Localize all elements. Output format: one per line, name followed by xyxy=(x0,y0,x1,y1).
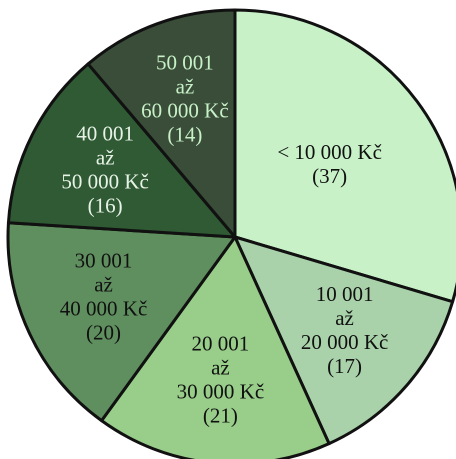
pie-slice xyxy=(233,235,455,446)
slice-label: až xyxy=(94,273,113,297)
slice-label: 60 000 Kč xyxy=(141,98,229,122)
slice-label: 30 001 xyxy=(75,249,133,273)
value-label: (21) xyxy=(203,403,238,427)
slice-label: až xyxy=(176,74,195,98)
slice-label: 50 001 xyxy=(156,50,214,74)
slice-label: až xyxy=(211,355,230,379)
slice-label: 10 001 xyxy=(316,282,374,306)
value-label: (37) xyxy=(312,164,347,188)
slice-label: 20 000 Kč xyxy=(301,330,389,354)
pie-slice xyxy=(6,62,237,239)
slice-label: 20 001 xyxy=(192,331,250,355)
slice-label: až xyxy=(96,146,115,170)
slice-label: 40 001 xyxy=(76,122,134,146)
pie-slice xyxy=(100,235,331,459)
slice-label: 30 000 Kč xyxy=(177,379,265,403)
slice-label: 50 000 Kč xyxy=(61,170,149,194)
slice-label: < 10 000 Kč xyxy=(277,140,382,164)
slice-label: až xyxy=(335,306,354,330)
slice-label: 40 000 Kč xyxy=(60,297,148,321)
value-label: (20) xyxy=(86,321,121,345)
value-label: (17) xyxy=(327,354,362,378)
value-label: (14) xyxy=(167,122,202,146)
pie-slice xyxy=(233,8,456,304)
pie-slice xyxy=(86,8,237,239)
pie-slice xyxy=(6,221,237,423)
value-label: (16) xyxy=(88,194,123,218)
